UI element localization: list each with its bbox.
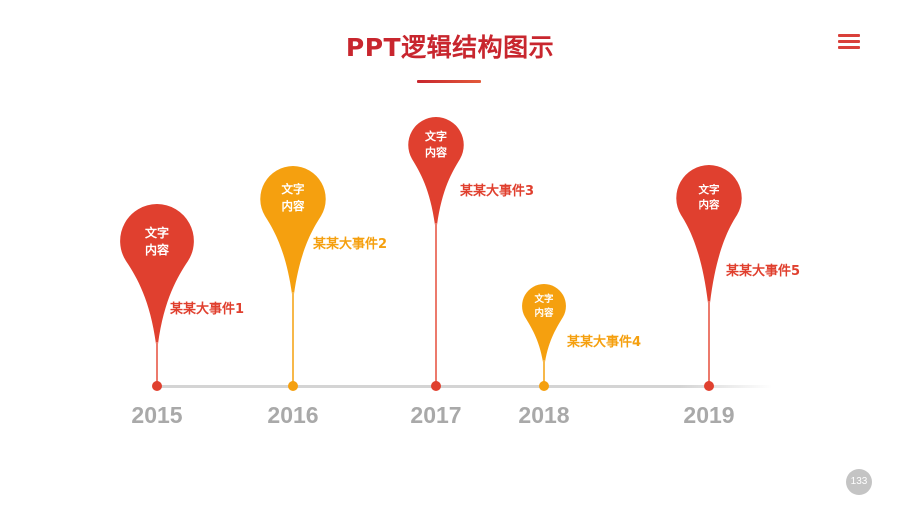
- title-underline-divider: [417, 80, 481, 83]
- event-label: 某某大事件5: [726, 264, 801, 279]
- pin-text-line2: 内容: [698, 199, 720, 212]
- timeline-event-2016: 文字 内容: [260, 166, 326, 386]
- map-pin-icon: [676, 165, 742, 386]
- timeline-event-2018: 文字 内容: [522, 284, 566, 386]
- pin-text-line2: 内容: [281, 198, 305, 213]
- event-label: 某某大事件1: [170, 302, 245, 317]
- hamburger-menu-icon[interactable]: [838, 34, 860, 50]
- timeline-event-2015: 文字 内容: [120, 204, 194, 386]
- pin-text-line2: 内容: [425, 145, 447, 159]
- timeline-event-2019: 文字 内容: [676, 165, 742, 386]
- event-label: 某某大事件2: [313, 237, 388, 252]
- pin-text-line2: 内容: [144, 243, 169, 258]
- pin-text-line1: 文字: [534, 294, 554, 305]
- pin-text-line1: 文字: [144, 226, 169, 240]
- page-number-badge: 133: [846, 469, 872, 495]
- timeline-event-2017: 文字 内容: [408, 117, 464, 386]
- timeline-axis: [157, 385, 772, 388]
- event-label: 某某大事件4: [567, 335, 642, 350]
- map-pin-icon: [522, 284, 566, 386]
- timeline-dot-2015: [152, 381, 162, 391]
- year-label: 2019: [683, 402, 735, 428]
- map-pin-icon: [120, 204, 194, 386]
- page-title: PPT逻辑结构图示: [345, 33, 555, 62]
- menu-bar: [838, 46, 860, 49]
- event-label: 某某大事件3: [460, 184, 535, 199]
- pin-text-line1: 文字: [425, 130, 447, 143]
- pin-text-line1: 文字: [698, 184, 720, 196]
- year-label: 2017: [410, 402, 462, 428]
- pin-text-line2: 内容: [534, 307, 554, 319]
- menu-bar: [838, 34, 860, 37]
- timeline-dot-2016: [288, 381, 298, 391]
- pin-text-line1: 文字: [281, 182, 305, 196]
- timeline-dot-2019: [704, 381, 714, 391]
- year-label: 2018: [518, 402, 570, 428]
- year-label: 2016: [267, 402, 319, 428]
- menu-bar: [838, 40, 860, 43]
- timeline-dot-2017: [431, 381, 441, 391]
- year-label: 2015: [131, 402, 183, 428]
- timeline-dot-2018: [539, 381, 549, 391]
- map-pin-icon: [408, 117, 464, 386]
- map-pin-icon: [260, 166, 326, 386]
